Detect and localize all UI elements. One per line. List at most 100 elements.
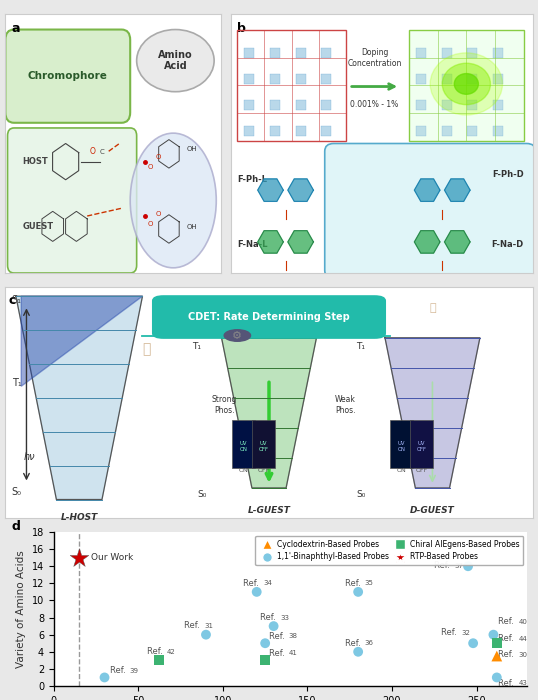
Point [492, 672, 501, 683]
Text: 34: 34 [264, 580, 272, 587]
Text: 39: 39 [130, 668, 139, 673]
Text: Ref.: Ref. [110, 666, 128, 675]
Text: 30: 30 [519, 652, 528, 658]
Polygon shape [258, 179, 284, 202]
Text: HOST: HOST [23, 157, 48, 166]
Text: F-Ph-L: F-Ph-L [237, 176, 267, 184]
Text: T₁: T₁ [356, 342, 365, 351]
Text: Chromophore: Chromophore [28, 71, 108, 81]
Text: UV
OFF: UV OFF [416, 441, 427, 452]
Point [75, 552, 83, 564]
Text: Ref.: Ref. [499, 679, 517, 687]
Text: S₀: S₀ [198, 490, 207, 499]
Polygon shape [414, 179, 440, 202]
Text: 32: 32 [461, 630, 470, 636]
Circle shape [442, 63, 491, 105]
Point [261, 638, 270, 649]
Text: F-Na-L: F-Na-L [237, 240, 268, 249]
FancyBboxPatch shape [8, 128, 137, 273]
Text: UV
ON: UV ON [238, 462, 249, 472]
Ellipse shape [137, 29, 214, 92]
Text: Doping
Concentration: Doping Concentration [347, 48, 402, 68]
Text: Ref.: Ref. [268, 631, 287, 640]
Point [489, 629, 498, 641]
Text: 44: 44 [519, 636, 528, 642]
Text: UV
ON: UV ON [397, 462, 407, 472]
Text: UV
OFF: UV OFF [415, 462, 428, 472]
Legend: Cyclodextrin-Based Probes, 1,1'-Binaphthyl-Based Probes, Chiral AIEgens-Based Pr: Cyclodextrin-Based Probes, 1,1'-Binaphth… [255, 536, 523, 566]
Polygon shape [21, 296, 143, 386]
Text: UV
OFF: UV OFF [257, 462, 270, 472]
FancyBboxPatch shape [153, 296, 385, 338]
Text: 41: 41 [289, 650, 298, 657]
Point [354, 587, 363, 598]
Text: Ref.: Ref. [345, 638, 363, 648]
Text: UV
ON: UV ON [239, 441, 247, 452]
Text: S₁: S₁ [12, 295, 22, 305]
Text: O: O [147, 221, 153, 228]
Text: Amino
Acid: Amino Acid [158, 50, 193, 71]
Text: O: O [156, 211, 161, 217]
Text: S₀: S₀ [356, 490, 365, 499]
Point [492, 638, 501, 649]
FancyBboxPatch shape [390, 420, 413, 468]
FancyBboxPatch shape [325, 144, 536, 278]
Text: 35: 35 [365, 580, 374, 587]
Text: Strong
Phos.: Strong Phos. [211, 395, 237, 414]
Text: S₀: S₀ [12, 487, 22, 497]
Text: L-GUEST: L-GUEST [247, 507, 291, 515]
Text: O: O [89, 147, 95, 156]
Bar [237, 29, 346, 141]
Bar [409, 29, 523, 141]
Polygon shape [288, 179, 314, 202]
Text: Ref.: Ref. [441, 628, 459, 637]
Text: C: C [100, 149, 105, 155]
Text: c: c [8, 294, 16, 307]
Text: Ref.: Ref. [243, 579, 261, 587]
Point [202, 629, 210, 641]
Text: 43: 43 [519, 680, 528, 687]
FancyBboxPatch shape [5, 29, 130, 122]
Polygon shape [222, 338, 316, 488]
Text: Ref.: Ref. [268, 649, 287, 658]
Text: Ref.: Ref. [434, 561, 452, 570]
Ellipse shape [130, 133, 216, 268]
Text: T₁: T₁ [12, 378, 22, 388]
Text: 0.001% - 1%: 0.001% - 1% [350, 100, 399, 109]
Text: b: b [237, 22, 246, 35]
Polygon shape [444, 231, 470, 253]
Text: OH: OH [186, 224, 197, 230]
Text: hν: hν [24, 452, 36, 462]
Point [100, 672, 109, 683]
Circle shape [224, 330, 251, 342]
Text: D-GUEST: D-GUEST [410, 507, 455, 515]
Point [354, 646, 363, 657]
Point [270, 620, 278, 631]
Circle shape [454, 74, 478, 95]
Circle shape [430, 53, 502, 115]
Text: 33: 33 [280, 615, 289, 620]
Text: Ref.: Ref. [499, 650, 517, 659]
Text: 36: 36 [365, 640, 374, 646]
Text: 🖐: 🖐 [143, 342, 151, 356]
Text: L-HOST: L-HOST [61, 513, 98, 522]
Point [252, 587, 261, 598]
Text: F-Na-D: F-Na-D [491, 240, 523, 249]
Polygon shape [258, 231, 284, 253]
Polygon shape [16, 296, 143, 500]
Text: F-Ph-D: F-Ph-D [492, 170, 523, 179]
Text: d: d [11, 519, 20, 533]
Text: O: O [147, 164, 153, 170]
Text: 31: 31 [204, 623, 213, 629]
Y-axis label: Variety of Amino Acids: Variety of Amino Acids [16, 550, 26, 668]
Point [261, 654, 270, 666]
Text: Ref.: Ref. [499, 634, 517, 643]
Text: Ref.: Ref. [499, 617, 517, 626]
Text: 🖐: 🖐 [429, 303, 436, 313]
Text: 🖐: 🖐 [263, 303, 270, 313]
Text: Our Work: Our Work [91, 553, 133, 562]
Text: Ref.: Ref. [345, 579, 363, 587]
Text: UV
OFF: UV OFF [258, 441, 268, 452]
Polygon shape [414, 231, 440, 253]
Text: O: O [156, 154, 161, 160]
